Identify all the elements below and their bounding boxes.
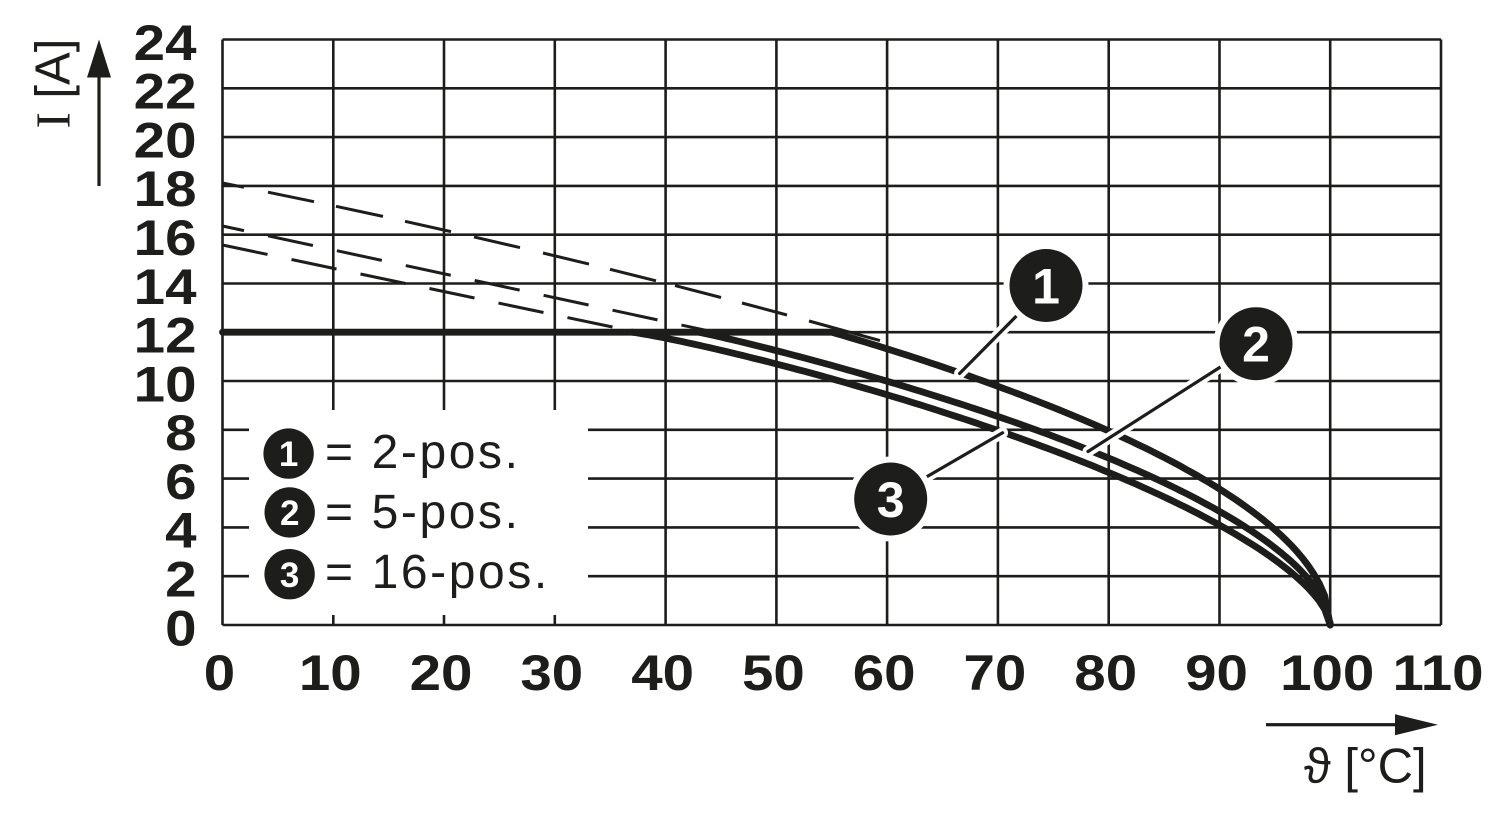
svg-text:2: 2 [165,552,196,607]
svg-text:60: 60 [853,646,916,701]
svg-text:20: 20 [410,646,473,701]
svg-text:80: 80 [1074,646,1137,701]
svg-text:3: 3 [877,472,905,528]
svg-text:22: 22 [134,65,197,120]
svg-text:14: 14 [134,260,197,315]
svg-text:10: 10 [299,646,362,701]
svg-text:= 16-pos.: = 16-pos. [325,546,550,599]
svg-text:30: 30 [520,646,583,701]
svg-text:6: 6 [165,455,196,510]
svg-text:0: 0 [204,646,235,701]
svg-text:1: 1 [279,435,298,474]
svg-text:1: 1 [1032,259,1060,315]
svg-text:24: 24 [134,16,197,71]
svg-text:12: 12 [134,309,197,364]
svg-text:100: 100 [1280,646,1374,701]
svg-text:90: 90 [1185,646,1248,701]
svg-text:3: 3 [280,556,299,595]
svg-text:18: 18 [134,162,197,217]
svg-text:I [A]: I [A] [26,39,81,129]
svg-text:= 2-pos.: = 2-pos. [325,426,521,479]
svg-text:2: 2 [280,494,299,533]
svg-text:20: 20 [134,113,197,168]
svg-text:50: 50 [742,646,805,701]
svg-text:2: 2 [1242,317,1270,373]
svg-text:8: 8 [165,406,196,461]
svg-text:4: 4 [165,504,197,559]
svg-text:10: 10 [134,357,197,412]
svg-text:ϑ [°C]: ϑ [°C] [1304,740,1427,794]
svg-text:40: 40 [631,646,694,701]
svg-text:110: 110 [1392,646,1483,701]
svg-text:16: 16 [134,211,197,266]
svg-text:70: 70 [963,646,1026,701]
svg-text:= 5-pos.: = 5-pos. [325,486,521,539]
svg-text:0: 0 [165,601,196,656]
